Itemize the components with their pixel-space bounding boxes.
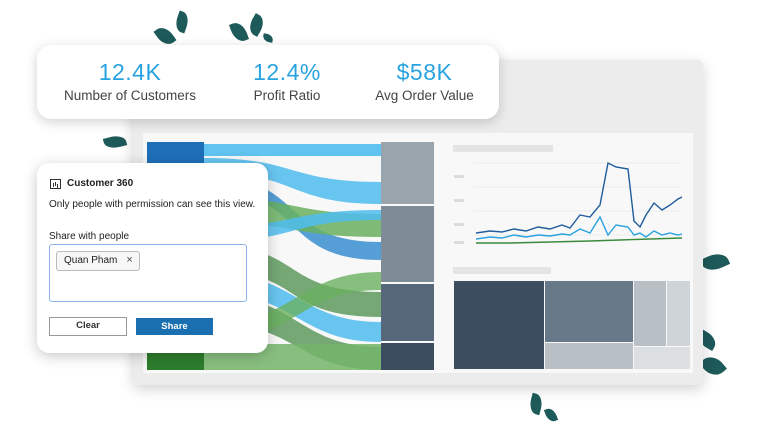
kpi-label: Number of Customers xyxy=(63,88,197,103)
sankey-node-target xyxy=(381,206,434,282)
kpi-customers: 12.4K Number of Customers xyxy=(55,59,205,103)
treemap-cell xyxy=(545,281,633,342)
kpi-label: Profit Ratio xyxy=(253,88,321,103)
kpi-avg-order: $58K Avg Order Value xyxy=(362,59,487,103)
chart-title-placeholder xyxy=(453,267,551,274)
treemap-cell xyxy=(634,347,690,369)
leaf-decoration xyxy=(102,133,128,151)
treemap-chart xyxy=(454,281,690,369)
treemap-cell xyxy=(454,281,544,369)
sankey-node-target xyxy=(381,284,434,341)
close-icon[interactable]: × xyxy=(126,254,133,266)
sankey-node-target xyxy=(381,343,434,370)
dialog-title: Customer 360 xyxy=(67,178,134,189)
kpi-card: 12.4K Number of Customers 12.4% Profit R… xyxy=(37,45,499,119)
share-with-label: Share with people xyxy=(49,231,130,242)
kpi-value: 12.4% xyxy=(253,59,321,85)
bar-chart-icon xyxy=(50,179,61,189)
share-button[interactable]: Share xyxy=(136,318,213,335)
chart-title-placeholder xyxy=(453,145,553,152)
leaf-decoration xyxy=(699,249,731,275)
leaf-decoration xyxy=(527,392,545,416)
line-series-light xyxy=(475,215,683,240)
treemap-cell xyxy=(667,281,690,346)
leaf-decoration xyxy=(543,406,559,424)
dialog-description: Only people with permission can see this… xyxy=(49,199,256,210)
leaf-decoration xyxy=(262,33,274,43)
kpi-profit-ratio: 12.4% Profit Ratio xyxy=(232,59,342,103)
treemap-cell xyxy=(545,343,633,369)
sankey-flow xyxy=(204,144,381,156)
share-dialog: Customer 360 Only people with permission… xyxy=(37,163,268,353)
leaf-decoration xyxy=(172,10,192,34)
leaf-decoration xyxy=(699,351,727,381)
line-chart xyxy=(454,161,683,244)
clear-button[interactable]: Clear xyxy=(49,317,127,336)
kpi-label: Avg Order Value xyxy=(375,88,474,103)
line-series-green xyxy=(476,237,683,244)
chip-name: Quan Pham xyxy=(64,255,118,266)
leaf-decoration xyxy=(229,20,249,44)
line-series-dark xyxy=(475,161,683,234)
share-people-input[interactable]: Quan Pham × xyxy=(49,244,247,302)
kpi-value: 12.4K xyxy=(98,59,162,85)
kpi-value: $58K xyxy=(396,59,453,85)
sankey-node-target xyxy=(381,142,434,204)
person-chip: Quan Pham × xyxy=(56,251,140,271)
treemap-cell xyxy=(634,281,666,346)
